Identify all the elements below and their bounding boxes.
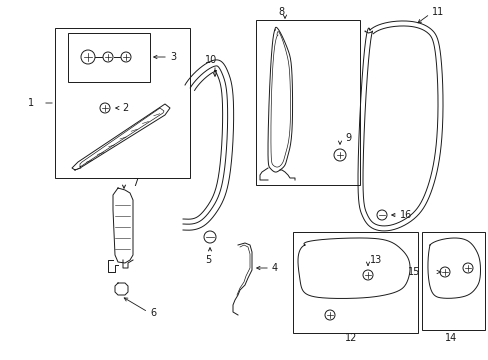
- Text: 2: 2: [122, 103, 128, 113]
- Text: 6: 6: [150, 308, 156, 318]
- Text: 15: 15: [407, 267, 419, 277]
- Text: 1: 1: [28, 98, 34, 108]
- Text: 9: 9: [345, 133, 350, 143]
- Text: 10: 10: [204, 55, 217, 65]
- Text: 12: 12: [345, 333, 357, 343]
- Bar: [256, 20, 359, 185]
- Bar: [55, 28, 190, 178]
- Bar: [68, 33, 150, 82]
- Text: 7: 7: [132, 178, 138, 188]
- Text: 14: 14: [444, 333, 456, 343]
- Text: 8: 8: [278, 7, 284, 17]
- Text: 16: 16: [399, 210, 411, 220]
- Bar: [292, 232, 417, 333]
- Bar: [421, 232, 484, 330]
- Text: 11: 11: [431, 7, 443, 17]
- Text: 4: 4: [271, 263, 278, 273]
- Text: 5: 5: [204, 255, 211, 265]
- Text: 13: 13: [369, 255, 382, 265]
- Text: 3: 3: [170, 52, 176, 62]
